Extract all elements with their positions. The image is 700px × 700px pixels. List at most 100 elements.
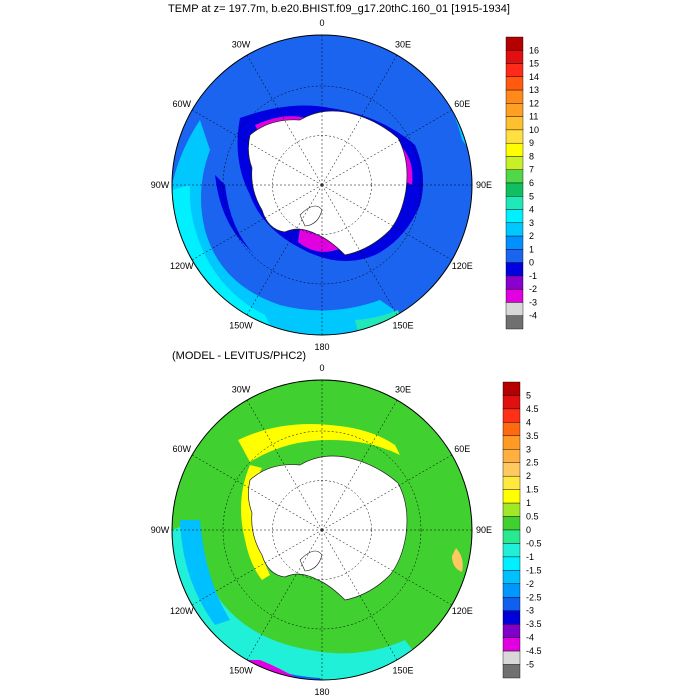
colorbar-swatch bbox=[505, 103, 524, 117]
colorbar-tick-label: 2.5 bbox=[526, 458, 539, 468]
colorbar-tick-label: 14 bbox=[529, 72, 539, 82]
colorbar-anomaly: 5 4.5 4 3.5 3 2.5 2 1.5 1 0.5 0 -0.5 -1 -1.5 -2 -2.5 -3 -… bbox=[502, 381, 542, 679]
meridian-line bbox=[321, 109, 453, 186]
map-border bbox=[171, 34, 473, 336]
colorbar-tick-label: -3 bbox=[529, 297, 537, 307]
colorbar-swatch bbox=[505, 182, 524, 197]
colorbar-tick-label: -2.5 bbox=[526, 592, 542, 602]
meridian-line bbox=[321, 529, 398, 661]
antarctica-landmass bbox=[248, 455, 408, 601]
graticule bbox=[172, 380, 472, 680]
colorbar-tick-label: 3 bbox=[529, 218, 534, 228]
colorbar-swatch bbox=[502, 381, 521, 396]
colorbar-swatch bbox=[502, 556, 521, 571]
meridian-line bbox=[191, 109, 323, 186]
meridian-line bbox=[246, 529, 323, 661]
longitude-label: 120W bbox=[170, 606, 194, 616]
longitude-label: 150W bbox=[229, 665, 253, 675]
colorbar-tick-label: 1.5 bbox=[526, 485, 539, 495]
colorbar-tick-label: 8 bbox=[529, 151, 534, 161]
antarctica-landmass bbox=[248, 110, 408, 256]
map-title-bottom: (MODEL - LEVITUS/PHC2) bbox=[172, 350, 307, 362]
colorbar-swatch bbox=[502, 395, 521, 410]
colorbar-tick-label: 16 bbox=[529, 45, 539, 55]
map-border bbox=[171, 379, 473, 681]
warm-rim-region bbox=[172, 120, 400, 335]
colorbar-tick-label: -1.5 bbox=[526, 565, 542, 575]
map-title-top: TEMP at z= 197.7m, b.e20.BHIST.f09_g17.2… bbox=[168, 3, 510, 15]
colorbar-tick-label: 7 bbox=[529, 165, 534, 175]
colorbar-tick-label: 13 bbox=[529, 85, 539, 95]
colorbar-tick-label: -4 bbox=[529, 311, 537, 321]
latitude-circle bbox=[222, 85, 422, 285]
colorbar-swatch bbox=[505, 209, 524, 224]
longitude-label: 0 bbox=[319, 363, 324, 373]
colorbar-swatch bbox=[505, 76, 524, 91]
colorbar-swatch bbox=[502, 502, 521, 517]
colorbar-swatch bbox=[502, 529, 521, 544]
colorbar-swatch bbox=[502, 462, 521, 477]
colorbar-tick-label: 3 bbox=[526, 444, 531, 454]
colorbar-swatch bbox=[502, 610, 521, 625]
meridian-line bbox=[321, 529, 453, 606]
colorbar-swatch bbox=[505, 63, 524, 78]
colorbar-swatch bbox=[502, 435, 521, 450]
colorbar-swatch bbox=[502, 475, 521, 490]
meridian-line bbox=[191, 184, 323, 261]
longitude-label: 60W bbox=[172, 444, 191, 454]
anomaly-polar-map: 0 30E 60E 90E 120E 150E 180 150W 120W 90W 60W 30W bbox=[151, 363, 492, 697]
colorbar-tick-label: 6 bbox=[529, 178, 534, 188]
longitude-label: 150E bbox=[392, 320, 413, 330]
longitude-labels: 0 30E 60E 90E 120E 150E 180 150W 120W 90W 60W 30W bbox=[151, 18, 492, 352]
meridian-line bbox=[321, 54, 398, 186]
colorbar-swatch bbox=[505, 116, 524, 131]
longitude-label: 120W bbox=[170, 261, 194, 271]
colorbar-swatch bbox=[505, 142, 524, 157]
longitude-label: 30E bbox=[395, 40, 411, 50]
colorbar-tick-label: -1 bbox=[529, 271, 537, 281]
graticule bbox=[172, 35, 472, 335]
longitude-label: 60E bbox=[454, 99, 470, 109]
colorbar-tick-label: -1 bbox=[526, 552, 534, 562]
longitude-label: 30W bbox=[232, 40, 251, 50]
colorbar-tick-label: -4.5 bbox=[526, 646, 542, 656]
colorbar-tick-label: 0 bbox=[529, 258, 534, 268]
colorbar-swatch bbox=[502, 664, 521, 679]
colorbar-tick-label: 9 bbox=[529, 138, 534, 148]
longitude-label: 150W bbox=[229, 320, 253, 330]
colorbar-swatch bbox=[505, 129, 524, 144]
colorbar-swatch bbox=[502, 570, 521, 585]
colorbar-swatch bbox=[505, 315, 524, 330]
longitude-label: 60W bbox=[172, 99, 191, 109]
longitude-label: 120E bbox=[452, 606, 473, 616]
colorbar-swatch bbox=[502, 637, 521, 652]
meridian-line bbox=[246, 54, 323, 186]
colorbar-swatch bbox=[505, 275, 524, 290]
longitude-label: 0 bbox=[319, 18, 324, 28]
colorbar-tick-label: -2 bbox=[526, 579, 534, 589]
colorbar-swatch bbox=[502, 623, 521, 638]
colorbar-tick-label: -3 bbox=[526, 606, 534, 616]
colorbar-tick-label: 2 bbox=[529, 231, 534, 241]
colorbar-tick-label: -3.5 bbox=[526, 619, 542, 629]
cool-rim-region bbox=[172, 520, 420, 680]
colorbar-swatch bbox=[505, 288, 524, 303]
colorbar-swatch bbox=[505, 156, 524, 170]
colorbar-tick-label: 12 bbox=[529, 98, 539, 108]
longitude-label: 90W bbox=[151, 525, 170, 535]
meridian-line bbox=[191, 454, 323, 531]
warm-spot-region bbox=[452, 548, 463, 572]
cold-west-region bbox=[215, 175, 255, 255]
warm-anomaly-region bbox=[238, 424, 400, 462]
meridian-line bbox=[191, 529, 323, 606]
colorbar-tick-label: -0.5 bbox=[526, 538, 542, 548]
colorbar-swatch bbox=[505, 262, 524, 277]
longitude-label: 90E bbox=[476, 525, 492, 535]
meridian-line bbox=[246, 184, 323, 316]
colorbar-swatch bbox=[502, 583, 521, 598]
meridian-line bbox=[321, 184, 398, 316]
colorbar-swatch bbox=[505, 50, 524, 64]
colorbar-tick-label: 1 bbox=[529, 244, 534, 254]
